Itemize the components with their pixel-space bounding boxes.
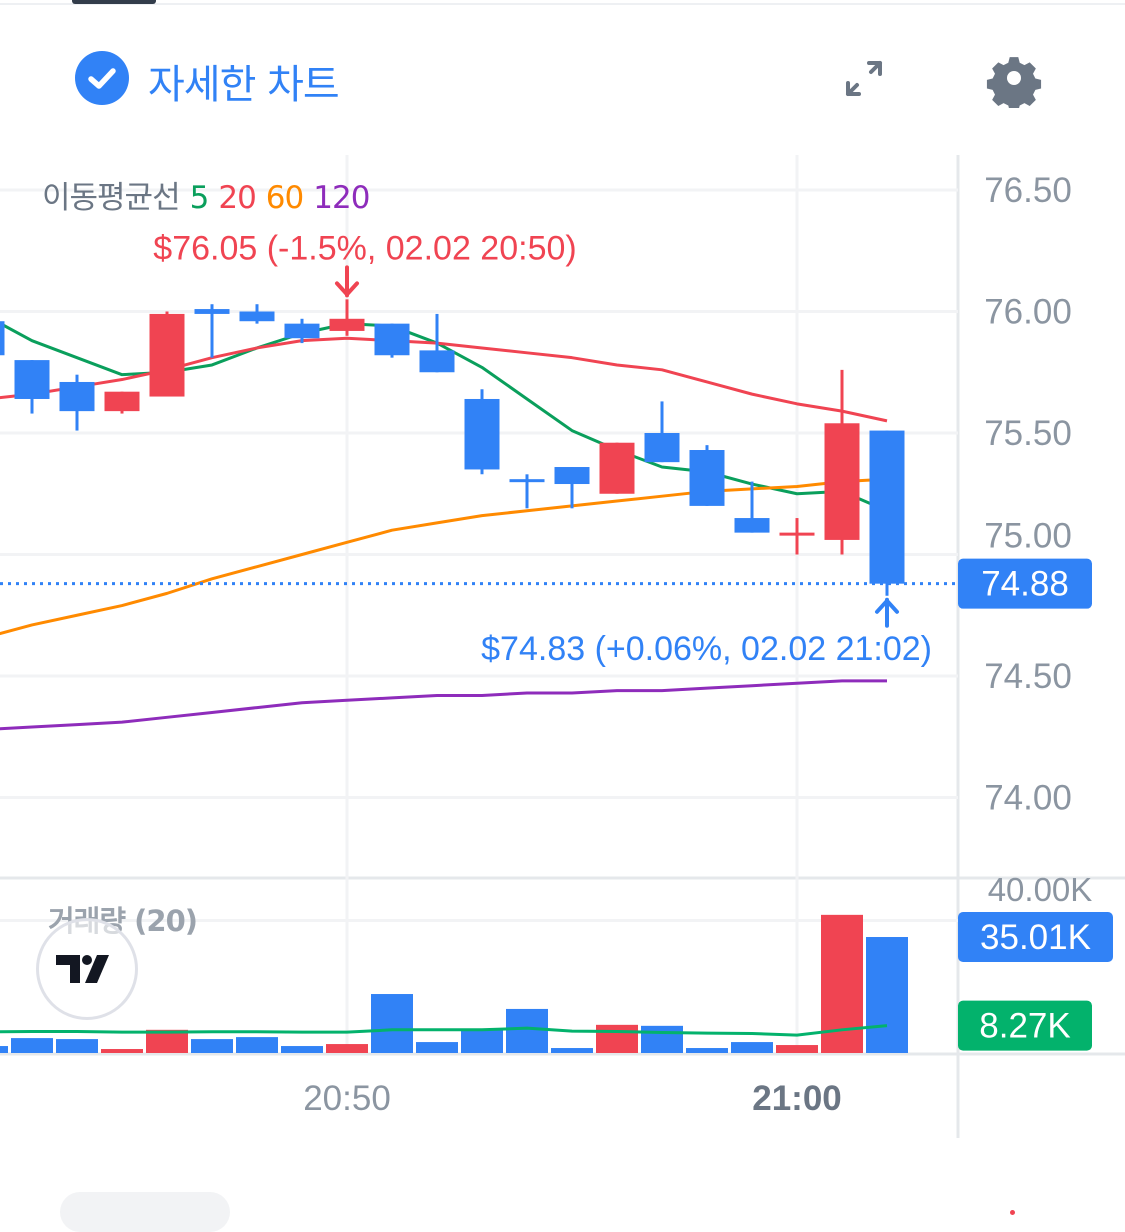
- volume-bar: [236, 1037, 278, 1053]
- volume-bar: [191, 1039, 233, 1053]
- ma-legend-label: 이동평균선: [42, 180, 181, 216]
- last-volume-tag-bg: [958, 912, 1113, 963]
- low-arrow-icon: [875, 597, 899, 628]
- bottom-tab-button[interactable]: [60, 1192, 230, 1232]
- volume-bar: [686, 1048, 728, 1053]
- candle-body: [824, 423, 860, 540]
- price-tick-label: 76.00: [984, 293, 1072, 332]
- volume-bar: [146, 1029, 188, 1053]
- volume-bar: [56, 1039, 98, 1053]
- volume-bar: [776, 1045, 818, 1053]
- candle-body: [194, 309, 230, 314]
- ma-line-5: [0, 321, 888, 513]
- candle-body: [509, 479, 545, 483]
- volume-bar: [326, 1044, 368, 1053]
- volume-bar: [866, 937, 908, 1053]
- volume-bar: [281, 1046, 323, 1053]
- ma-line-60: [0, 477, 888, 636]
- candle-body: [14, 360, 50, 399]
- candle-body: [599, 442, 635, 494]
- volume-bar: [461, 1029, 503, 1053]
- volume-bar: [371, 994, 413, 1053]
- ma-legend: 이동평균선 5 20 60 120: [42, 172, 379, 217]
- price-tick-label: 76.50: [984, 171, 1072, 210]
- last-price-tag-bg: [958, 558, 1092, 609]
- ma-legend-20: 20: [218, 180, 256, 216]
- volume-bar: [416, 1042, 458, 1053]
- candle-body: [644, 433, 680, 463]
- candle-body: [284, 323, 320, 339]
- time-tick-label: 21:00: [752, 1079, 842, 1118]
- gear-icon[interactable]: [984, 48, 1044, 112]
- volume-ma-line: [0, 1024, 888, 1037]
- volume-bar: [641, 1025, 683, 1053]
- candle-body: [734, 518, 770, 533]
- high-price-annotation: $76.05 (-1.5%, 02.02 20:50): [153, 229, 576, 267]
- expand-icon[interactable]: [834, 48, 894, 108]
- top-divider: [0, 3, 1125, 5]
- high-arrow-icon: [335, 265, 359, 298]
- candle-body: [689, 450, 725, 506]
- price-tick-label: 74.50: [984, 657, 1072, 696]
- last-price-tag: 74.88: [981, 565, 1069, 604]
- volume-bar: [0, 1046, 8, 1053]
- tradingview-logo[interactable]: [36, 918, 138, 1020]
- tab-indicator: [72, 0, 156, 4]
- candle-body: [149, 313, 185, 397]
- candle-body: [869, 430, 905, 584]
- page-title[interactable]: 자세한 차트: [148, 62, 340, 108]
- price-tick-label: 74.00: [984, 779, 1072, 818]
- time-tick-label: 20:50: [303, 1079, 391, 1118]
- volume-bar: [596, 1024, 638, 1053]
- volume-tick-label: 40.00K: [988, 871, 1093, 908]
- last-volume-tag: 35.01K: [980, 918, 1091, 957]
- ma-legend-5: 5: [189, 180, 210, 216]
- candle-body: [0, 321, 5, 356]
- candle-body: [239, 311, 275, 322]
- volume-bar: [551, 1048, 593, 1053]
- volume-ma-tag: 8.27K: [979, 1007, 1070, 1046]
- volume-bar: [731, 1042, 773, 1053]
- candle-body: [419, 350, 455, 373]
- low-price-annotation: $74.83 (+0.06%, 02.02 21:02): [481, 630, 932, 668]
- ma-legend-120: 120: [313, 180, 370, 216]
- candle-body: [59, 381, 95, 412]
- price-tick-label: 75.00: [984, 517, 1072, 556]
- candle-body: [779, 532, 815, 536]
- volume-bar: [11, 1038, 53, 1053]
- price-tick-label: 75.50: [984, 414, 1072, 453]
- notification-dot: [1010, 1210, 1015, 1215]
- candle-body: [104, 391, 140, 412]
- volume-ma-tag-bg: [958, 1000, 1092, 1051]
- volume-bar: [101, 1049, 143, 1053]
- check-circle-icon[interactable]: [75, 51, 129, 105]
- candle-body: [374, 323, 410, 356]
- candle-body: [464, 398, 500, 470]
- ma-line-120: [0, 679, 887, 731]
- ma-legend-60: 60: [265, 180, 304, 216]
- volume-bar: [506, 1008, 548, 1053]
- candle-body: [554, 467, 590, 485]
- candle-body: [329, 318, 365, 331]
